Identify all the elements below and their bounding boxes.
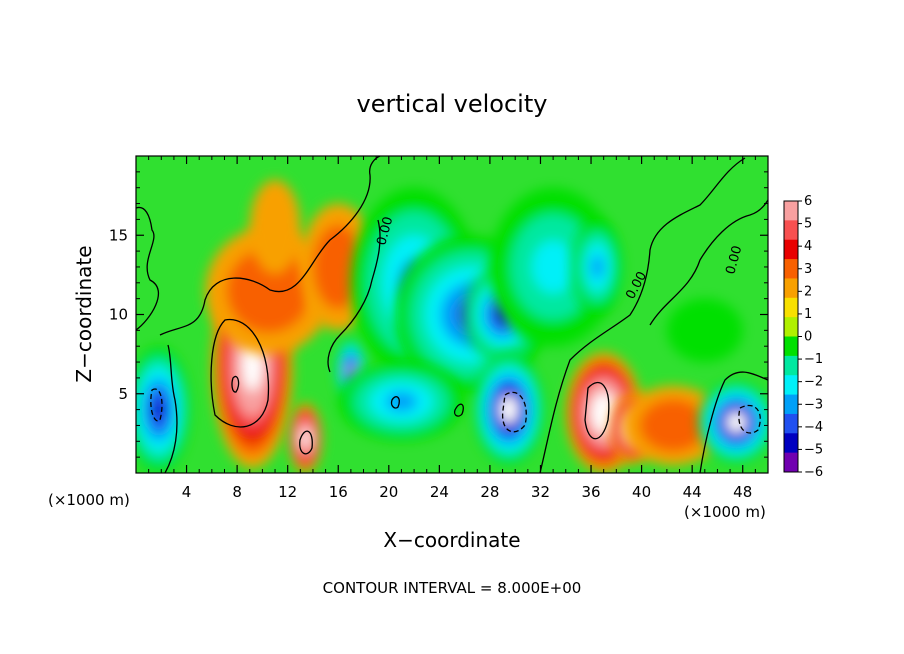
chart-title: vertical velocity: [357, 90, 548, 118]
colorbar-swatch: [784, 452, 798, 473]
field-level: [591, 255, 604, 279]
colorbar-tick-label: 5: [804, 217, 812, 232]
field-level: [153, 399, 165, 421]
x-units-left: (×1000 m): [48, 491, 130, 509]
colorbar-tick-label: −1: [804, 352, 823, 367]
colorbar-tick-label: −2: [804, 375, 823, 390]
x-tick-label: 12: [278, 483, 297, 501]
contour-line: [539, 157, 746, 473]
contour-line: [649, 199, 768, 326]
x-tick-label: 44: [683, 483, 702, 501]
field-level: [532, 240, 575, 294]
contour-line: [738, 404, 761, 434]
colorbar-tick-label: 3: [804, 262, 812, 277]
field-level: [303, 433, 308, 443]
contour-line: [584, 382, 610, 440]
colorbar-tick-label: 0: [804, 330, 812, 345]
colorbar-swatch: [784, 297, 798, 318]
x-tick-label: 36: [581, 483, 600, 501]
y-tick-label: 15: [109, 226, 128, 244]
field-blob: [622, 385, 724, 466]
zero-contours: [136, 156, 768, 473]
x-tick-label: 28: [480, 483, 499, 501]
field-level: [262, 203, 288, 252]
colorbar-tick-label: −4: [804, 420, 823, 435]
y-axis-label: Z−coordinate: [72, 245, 96, 382]
contour-line: [164, 344, 178, 473]
x-axis-label: X−coordinate: [383, 528, 520, 552]
y-tick-label: 5: [118, 385, 128, 403]
x-units-right: (×1000 m): [684, 503, 766, 521]
field-level: [247, 269, 290, 312]
contour-interval-note: CONTOUR INTERVAL = 8.000E+00: [323, 579, 582, 597]
x-axis-ticks: 4 8 12 16 20 24 28 32 36 40 44 48: [148, 156, 756, 501]
velocity-field: 0.00 0.00 0.00: [136, 156, 768, 473]
x-tick-label: 16: [329, 483, 348, 501]
colorbar-swatch: [784, 239, 798, 260]
contour-value-label: 0.00: [374, 215, 396, 247]
field-blob: [136, 346, 191, 473]
colorbar-tick-label: 1: [804, 307, 812, 322]
colorbar-tick-label: 6: [804, 194, 812, 209]
contour-value-label: 0.00: [723, 244, 745, 276]
contour-line: [210, 318, 270, 428]
colorbar-swatch: [784, 317, 798, 337]
colorbar: 6 5 4 3 2 1 0 −1 −2 −3 −4 −5 −6: [783, 194, 823, 480]
field-level: [385, 391, 418, 412]
field-blob: [473, 354, 545, 466]
y-axis-ticks: 5 10 15: [109, 171, 768, 458]
colorbar-tick-label: 4: [804, 239, 812, 254]
colorbar-tick-label: −3: [804, 397, 823, 412]
contour-line: [453, 403, 464, 417]
colorbar-tick-label: −6: [804, 465, 823, 480]
colorbar-swatch: [784, 201, 798, 221]
x-tick-label: 40: [632, 483, 651, 501]
x-tick-label: 4: [182, 483, 192, 501]
contour-line: [231, 375, 240, 393]
field-blob: [288, 403, 322, 473]
contour-line: [327, 219, 381, 373]
field-level: [247, 352, 258, 379]
field-level: [325, 245, 351, 289]
field-blob: [338, 362, 465, 442]
colorbar-swatch: [784, 259, 798, 279]
field-level: [666, 298, 743, 363]
colorbar-swatch: [784, 336, 798, 357]
contour-line: [299, 430, 313, 455]
field-blob: [572, 219, 623, 315]
colorbar-swatch: [784, 220, 798, 241]
y-tick-label: 10: [109, 306, 128, 324]
contour-line: [159, 156, 381, 336]
x-tick-label: 20: [379, 483, 398, 501]
field-blob: [666, 298, 743, 363]
field-level: [504, 402, 514, 417]
colorbar-swatch: [784, 394, 798, 415]
field-blob: [205, 227, 332, 355]
contour-line: [390, 396, 400, 409]
field-level: [599, 406, 608, 420]
colorbar-swatch: [784, 433, 798, 454]
x-tick-label: 48: [733, 483, 752, 501]
field-blob: [249, 179, 301, 275]
field-level: [656, 412, 691, 439]
x-tick-label: 8: [232, 483, 242, 501]
field-blob: [698, 381, 768, 464]
colorbar-swatch: [784, 375, 798, 396]
contour-line: [699, 371, 768, 473]
x-tick-label: 32: [531, 483, 550, 501]
colorbar-tick-label: −5: [804, 442, 823, 457]
field-level: [348, 365, 354, 375]
colorbar-swatch: [784, 278, 798, 299]
contour-line: [136, 206, 160, 331]
x-tick-label: 24: [430, 483, 449, 501]
colorbar-swatch: [784, 355, 798, 376]
field-blob: [565, 352, 642, 473]
colorbar-swatch: [784, 413, 798, 434]
colorbar-tick-label: 2: [804, 284, 812, 299]
contour-line: [150, 388, 163, 422]
